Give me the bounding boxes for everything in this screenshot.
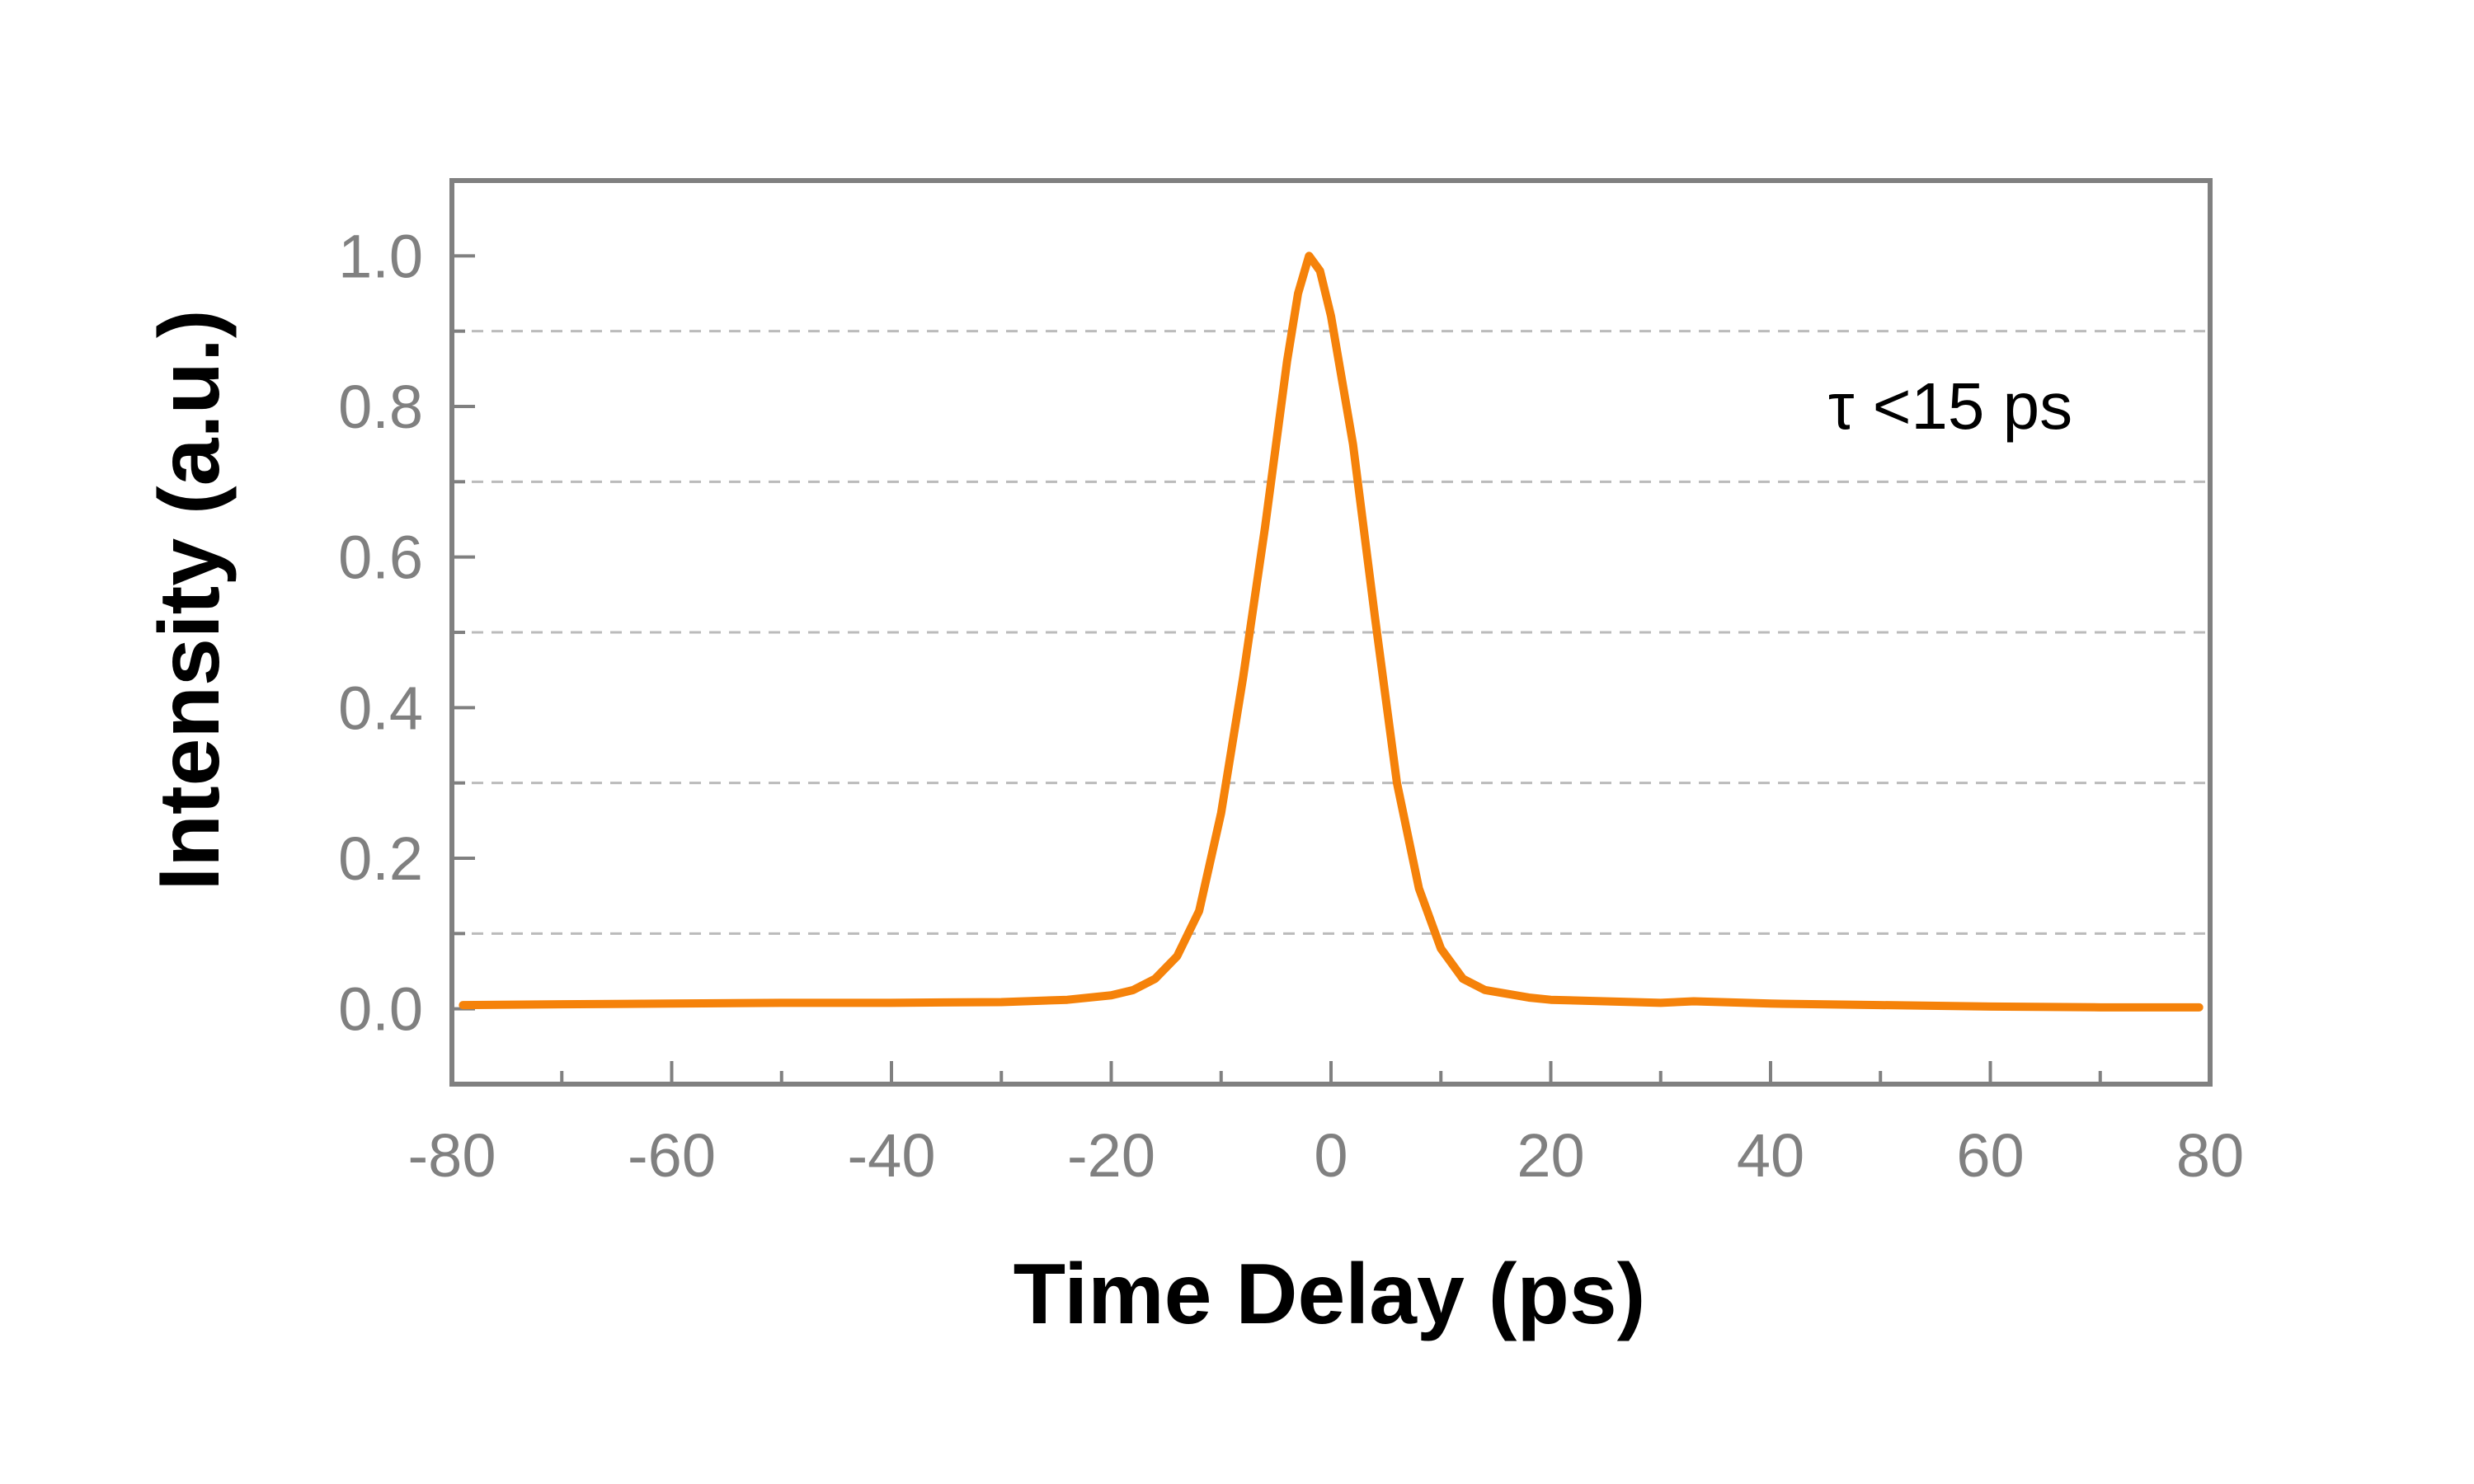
x-tick-label: -60: [628, 1121, 716, 1190]
y-tick-label: 0.6: [338, 524, 423, 592]
x-tick-label: 60: [1956, 1121, 2024, 1190]
x-tick-label: 0: [1314, 1121, 1348, 1190]
data-line: [459, 251, 2204, 1012]
y-tick-label: 1.0: [338, 222, 423, 290]
y-tick-label: 0.0: [338, 975, 423, 1044]
y-tick-label: 0.2: [338, 824, 423, 893]
y-axis-title: Intensity (a.u.): [142, 310, 238, 891]
plot-frame: [449, 178, 2213, 1087]
x-axis-title: Time Delay (ps): [1014, 1247, 1646, 1342]
y-tick-label: 0.8: [338, 373, 423, 441]
x-tick-label: 20: [1517, 1121, 1584, 1190]
x-tick-label: 80: [2176, 1121, 2244, 1190]
x-tick-label: -40: [848, 1121, 936, 1190]
x-tick-label: -20: [1067, 1121, 1155, 1190]
x-tick-label: 40: [1737, 1121, 1804, 1190]
y-tick-label: 0.4: [338, 674, 423, 742]
x-tick-label: -80: [408, 1121, 496, 1190]
annotation: τ <15 ps: [1828, 369, 2072, 443]
